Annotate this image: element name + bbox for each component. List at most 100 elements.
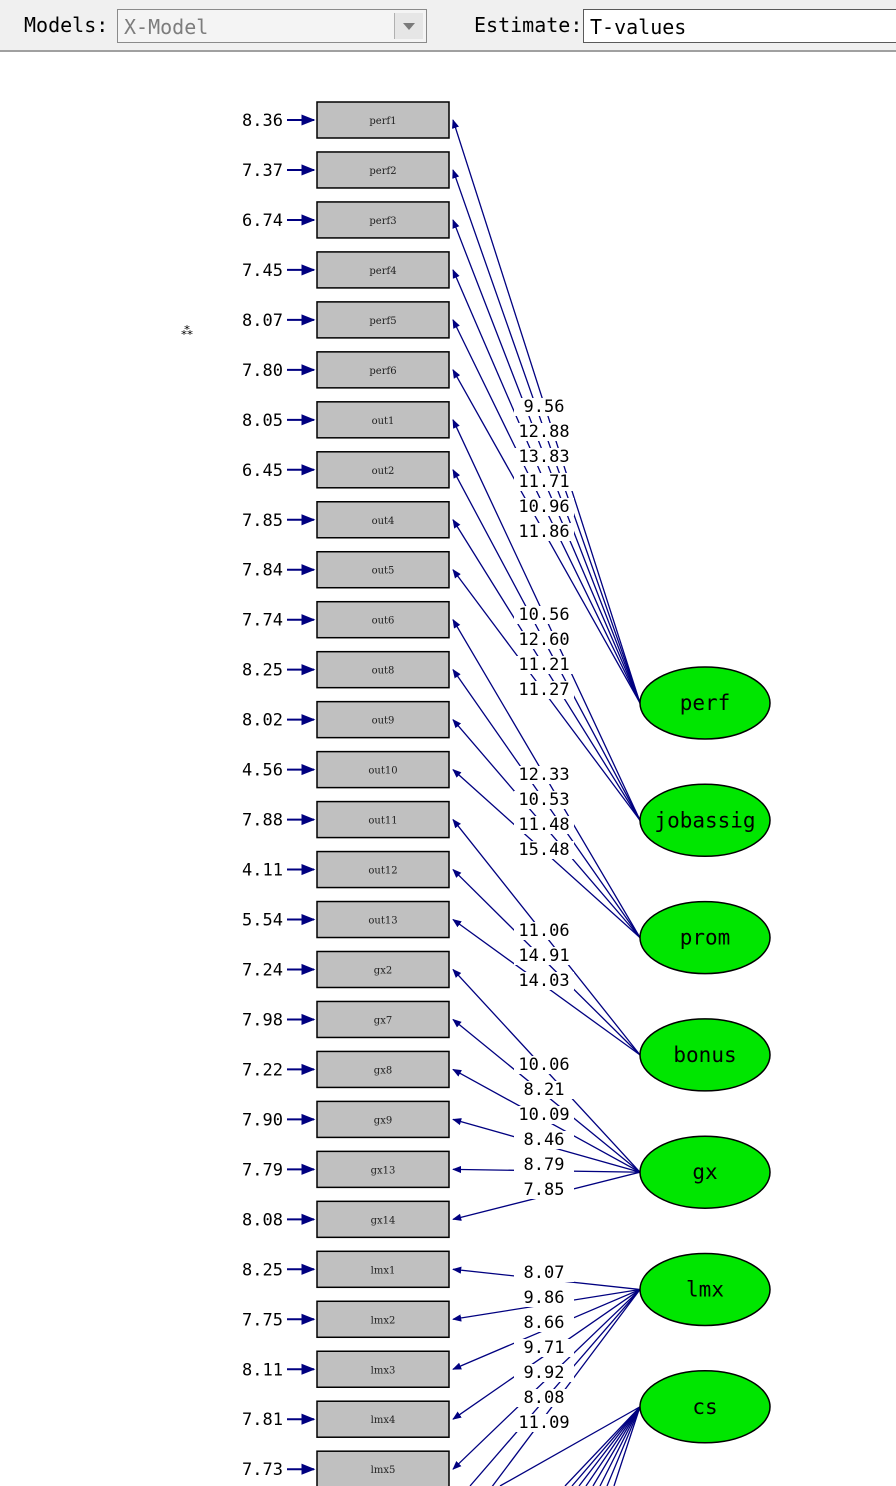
error-variance-label: 8.11 — [242, 1360, 283, 1380]
loading-label-bg — [514, 791, 574, 809]
indicator-lmx1: lmx1 8.25 — [242, 1250, 450, 1289]
model-select-value: X-Model — [124, 15, 209, 39]
loading-label-bg — [514, 1289, 574, 1307]
small-marker-icon: ⁂ — [181, 324, 193, 338]
loading-path-cs — [499, 1406, 641, 1486]
latent-gx: gx — [639, 1135, 771, 1209]
indicator-label: gx9 — [374, 1115, 392, 1126]
error-variance-label: 8.02 — [242, 711, 283, 731]
loading-label-bg — [514, 1056, 574, 1074]
indicator-box — [316, 750, 450, 789]
indicator-box — [316, 1250, 450, 1289]
indicator-label: out8 — [372, 666, 395, 677]
indicator-label: lmx4 — [371, 1415, 396, 1426]
indicator-perf6: perf6 7.80 — [242, 351, 450, 389]
loading-t-value: 11.27 — [518, 680, 569, 700]
indicator-box — [316, 451, 450, 489]
loading-path-cs — [564, 1406, 641, 1486]
loading-t-value: 9.56 — [524, 397, 565, 417]
indicator-box — [316, 1050, 450, 1089]
estimate-label: Estimate: — [474, 13, 583, 37]
latent-bonus: bonus — [639, 1018, 771, 1092]
error-variance-label: 6.45 — [242, 461, 283, 481]
indicator-perf4: perf4 7.45 — [242, 251, 450, 289]
indicator-lmx5: lmx5 7.73 — [242, 1450, 450, 1486]
loading-t-value: 12.60 — [518, 630, 569, 650]
loading-path-cs — [606, 1406, 641, 1486]
indicator-box — [316, 151, 450, 189]
loading-label-bg — [514, 473, 574, 491]
loading-label-bg — [514, 398, 574, 416]
indicator-box — [316, 351, 450, 389]
loading-t-value: 8.08 — [524, 1388, 565, 1408]
loading-t-value: 9.92 — [524, 1363, 565, 1383]
indicator-box — [316, 301, 450, 339]
loading-label-bg — [514, 1264, 574, 1282]
loading-t-value: 11.86 — [518, 522, 569, 542]
loading-label-bg — [514, 523, 574, 541]
loading-label-bg — [514, 816, 574, 834]
loading-t-value: 9.71 — [524, 1338, 565, 1358]
error-variance-label: 8.08 — [242, 1210, 283, 1230]
loading-t-value: 8.07 — [524, 1263, 565, 1283]
loading-t-value: 10.06 — [518, 1055, 569, 1075]
error-variance-label: 7.74 — [242, 611, 283, 631]
indicator-gx14: gx14 8.08 — [242, 1200, 450, 1239]
indicator-label: gx14 — [371, 1215, 396, 1226]
latent-label: jobassig — [654, 808, 755, 832]
estimate-field[interactable]: T-values — [583, 9, 896, 43]
loading-t-value: 13.83 — [518, 447, 569, 467]
indicator-label: lmx5 — [371, 1465, 396, 1476]
indicator-box — [316, 650, 450, 689]
loading-t-value: 11.21 — [518, 655, 569, 675]
loading-t-value: 10.56 — [518, 605, 569, 625]
loading-path-lmx — [469, 1289, 641, 1486]
indicator-box — [316, 900, 450, 939]
indicator-out11: out11 7.88 — [242, 800, 450, 839]
indicator-out4: out4 7.85 — [242, 501, 450, 539]
latent-cs: cs — [639, 1370, 771, 1444]
loading-t-value: 12.88 — [518, 422, 569, 442]
indicator-gx13: gx13 7.79 — [242, 1150, 450, 1189]
latent-label: gx — [692, 1160, 717, 1184]
indicator-label: out9 — [372, 716, 395, 727]
loading-path-cs — [592, 1406, 641, 1486]
indicator-out6: out6 7.74 — [242, 600, 450, 639]
indicator-box — [316, 700, 450, 739]
loading-path-cs — [585, 1406, 641, 1486]
loading-label-bg — [514, 498, 574, 516]
indicator-perf2: perf2 7.37 — [242, 151, 450, 189]
error-variance-label: 7.24 — [242, 960, 283, 980]
loading-label-bg — [514, 972, 574, 990]
loading-path-cs — [571, 1406, 641, 1486]
chevron-down-icon[interactable] — [394, 13, 423, 39]
latent-label: perf — [680, 691, 731, 715]
loading-t-value: 11.06 — [518, 921, 569, 941]
error-variance-label: 8.05 — [242, 411, 283, 431]
loading-path-cs — [599, 1406, 641, 1486]
loading-label-bg — [514, 423, 574, 441]
error-variance-label: 4.56 — [242, 761, 283, 781]
indicator-label: perf1 — [369, 116, 396, 127]
indicator-label: out10 — [368, 766, 397, 777]
latent-label: lmx — [686, 1278, 724, 1302]
indicators-layer: perf18.36perf27.37perf36.74perf47.45perf… — [242, 101, 450, 1486]
latents-layer: perf jobassig prom bonus gx lmx cs — [639, 666, 771, 1444]
indicator-label: out2 — [372, 466, 395, 477]
indicator-box — [316, 1400, 450, 1438]
error-variance-label: 7.37 — [242, 161, 283, 181]
loading-label-bg — [514, 448, 574, 466]
loading-t-value: 8.66 — [524, 1313, 565, 1333]
loading-label-bg — [514, 1156, 574, 1174]
indicator-perf3: perf3 6.74 — [242, 201, 450, 239]
latent-jobassig: jobassig — [639, 783, 771, 858]
loading-label-bg — [514, 681, 574, 699]
model-select[interactable]: X-Model — [117, 9, 427, 43]
indicator-box — [316, 850, 450, 889]
error-variance-label: 7.88 — [242, 811, 283, 831]
error-variance-label: 7.22 — [242, 1060, 283, 1080]
indicator-label: lmx2 — [371, 1315, 396, 1326]
loading-label-bg — [514, 1106, 574, 1124]
loading-t-value: 8.21 — [524, 1080, 565, 1100]
indicator-out10: out10 4.56 — [242, 750, 450, 789]
